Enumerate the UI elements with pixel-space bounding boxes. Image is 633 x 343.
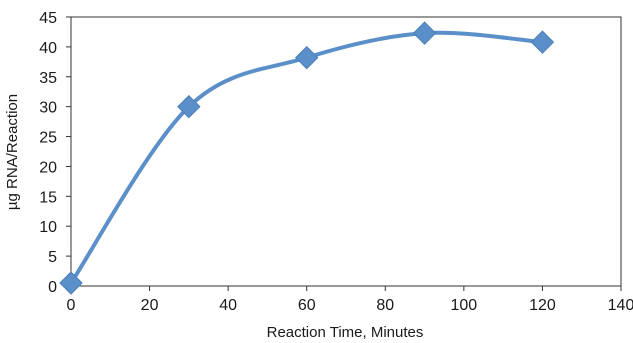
- y-tick-label: 5: [48, 249, 57, 266]
- x-tick-label: 40: [219, 297, 237, 314]
- y-tick-label: 20: [39, 159, 57, 176]
- ticks: 0 20 40 60 80 100 120 140 0 5 10 15 20 25 30 35 40 45: [39, 10, 633, 314]
- data-point-marker: [295, 45, 319, 70]
- plot-frame: [70, 16, 622, 287]
- y-tick-label: 15: [39, 189, 57, 206]
- y-axis-title: µg RNA/Reaction: [4, 94, 21, 210]
- y-tick-label: 0: [48, 279, 57, 296]
- axes: [70, 16, 622, 287]
- series-line: [69, 30, 545, 286]
- data-point-marker: [530, 30, 555, 54]
- x-tick-label: 140: [608, 297, 633, 314]
- x-tick-label: 120: [529, 297, 556, 314]
- x-tick-label: 100: [451, 297, 478, 314]
- x-axis-title: Reaction Time, Minutes: [267, 324, 424, 341]
- y-tick-label: 25: [39, 130, 57, 147]
- x-tick-label: 20: [141, 297, 159, 314]
- x-tick-label: 80: [376, 297, 394, 314]
- data-point-marker: [177, 94, 201, 119]
- data-point-marker: [412, 21, 437, 45]
- data-point-marker: [59, 271, 83, 295]
- y-tick-label: 10: [39, 219, 57, 236]
- y-tick-label: 45: [39, 10, 57, 27]
- x-tick-label: 60: [298, 297, 316, 314]
- y-tick-label: 40: [39, 40, 57, 57]
- y-tick-label: 35: [39, 70, 57, 87]
- series-group: [59, 21, 555, 295]
- x-tick-label: 0: [67, 297, 76, 314]
- y-tick-label: 30: [39, 100, 57, 117]
